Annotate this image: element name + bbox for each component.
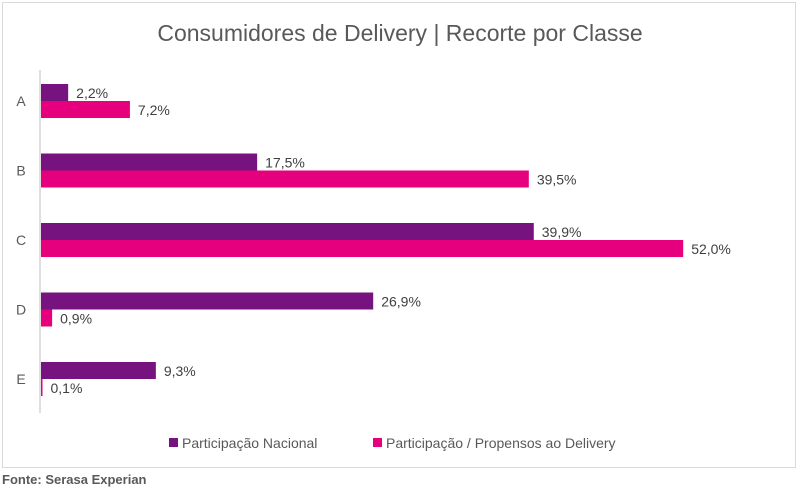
- legend-swatch-nacional: [169, 438, 178, 447]
- bar-delivery-E: [41, 379, 43, 396]
- chart-frame: Consumidores de Delivery | Recorte por C…: [2, 2, 796, 468]
- category-label-C: C: [16, 232, 26, 248]
- data-label-nacional-D: 26,9%: [381, 294, 421, 310]
- data-label-delivery-E: 0,1%: [51, 380, 83, 396]
- data-label-nacional-B: 17,5%: [265, 155, 305, 171]
- bar-chart: Consumidores de Delivery | Recorte por C…: [16, 20, 731, 451]
- data-label-nacional-C: 39,9%: [542, 224, 582, 240]
- category-label-E: E: [16, 371, 25, 387]
- bar-delivery-B: [41, 170, 529, 188]
- bar-nacional-E: [41, 362, 156, 379]
- bar-delivery-C: [41, 240, 684, 257]
- source-note: Fonte: Serasa Experian: [2, 472, 147, 487]
- legend-swatch-delivery: [373, 438, 382, 447]
- data-label-nacional-E: 9,3%: [164, 363, 196, 379]
- chart-title: Consumidores de Delivery | Recorte por C…: [157, 20, 642, 46]
- data-label-delivery-B: 39,5%: [537, 172, 577, 188]
- category-label-B: B: [16, 163, 25, 179]
- data-label-nacional-A: 2,2%: [76, 85, 108, 101]
- data-label-delivery-C: 52,0%: [691, 241, 731, 257]
- data-label-delivery-D: 0,9%: [60, 311, 92, 327]
- category-label-D: D: [16, 302, 26, 318]
- legend-label-nacional: Participação Nacional: [182, 435, 317, 451]
- bar-nacional-A: [41, 84, 69, 101]
- bar-nacional-D: [41, 292, 374, 310]
- bar-delivery-A: [41, 101, 130, 118]
- bar-nacional-B: [41, 153, 258, 171]
- legend-label-delivery: Participação / Propensos ao Delivery: [386, 435, 616, 451]
- bar-delivery-D: [41, 309, 53, 327]
- bar-nacional-C: [41, 223, 534, 240]
- category-label-A: A: [16, 93, 26, 109]
- data-label-delivery-A: 7,2%: [138, 102, 170, 118]
